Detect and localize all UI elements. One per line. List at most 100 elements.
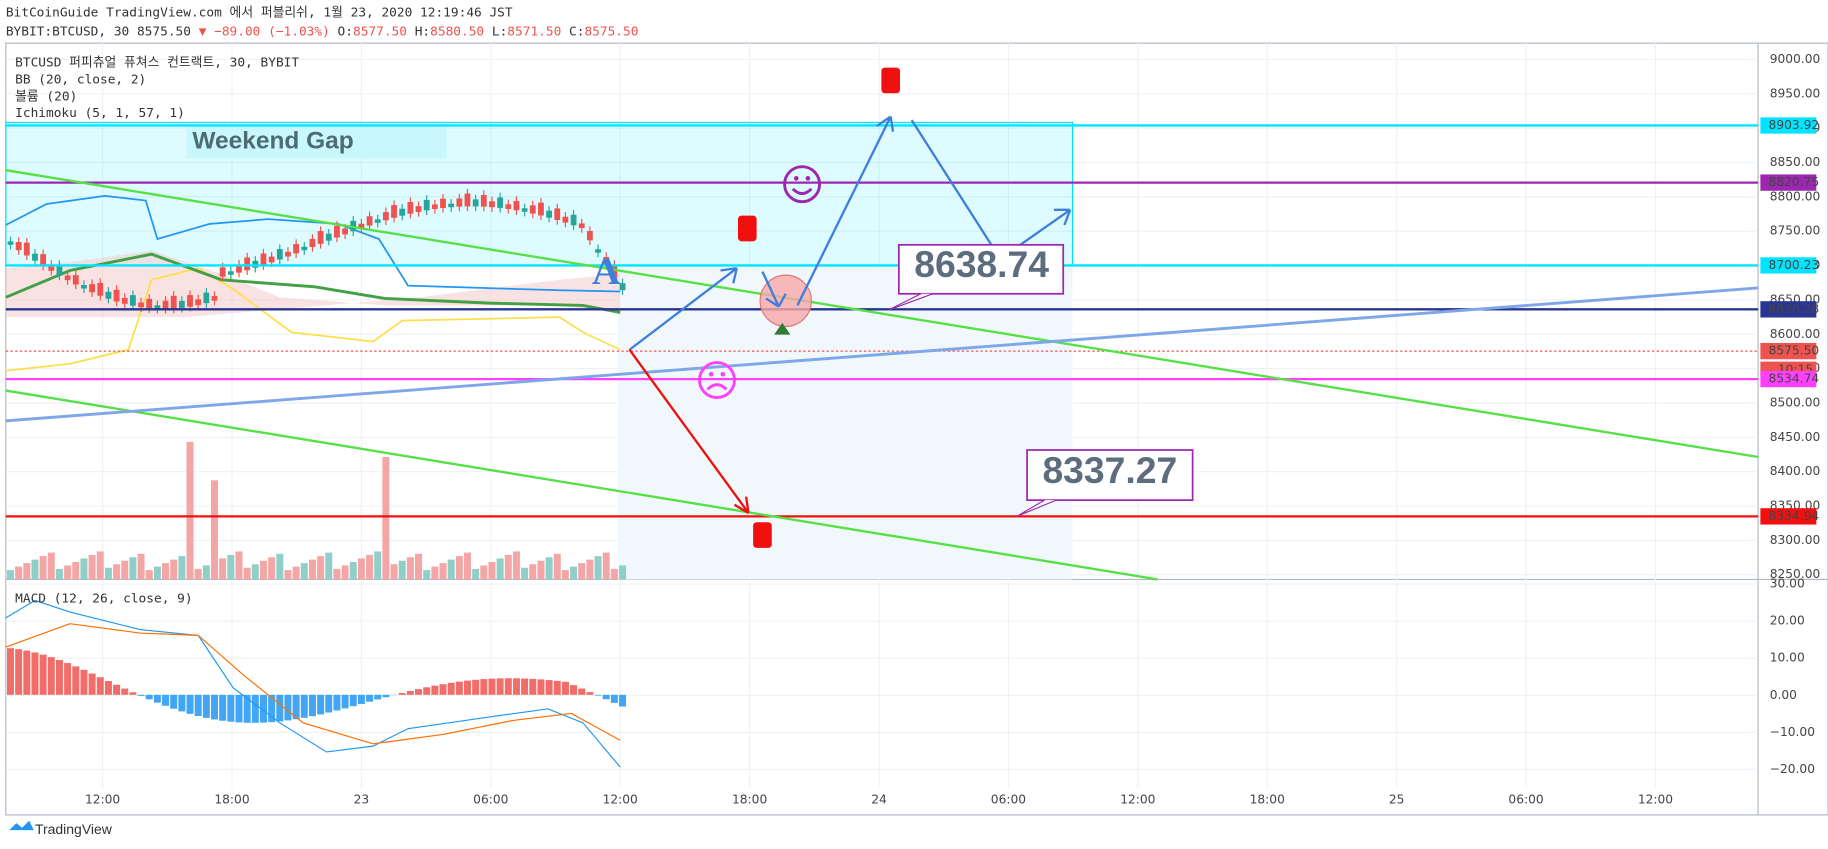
smiley-eye bbox=[793, 176, 799, 181]
ohlc-value: 8571.50 bbox=[507, 24, 561, 39]
volume-bar bbox=[578, 563, 586, 580]
candle bbox=[89, 284, 96, 293]
price-marker bbox=[1760, 117, 1817, 134]
candle bbox=[529, 205, 536, 214]
macd-bar bbox=[23, 650, 31, 695]
volume-bar bbox=[39, 556, 47, 580]
volume-bar bbox=[545, 557, 553, 580]
volume-bar bbox=[504, 554, 512, 580]
volume-bar bbox=[137, 553, 145, 580]
horizontal-lines bbox=[5, 124, 1759, 518]
volume-bar bbox=[15, 566, 23, 580]
macd-bar bbox=[96, 677, 104, 695]
candle bbox=[619, 283, 626, 291]
macd-bar bbox=[349, 694, 357, 707]
hand-icons bbox=[737, 67, 901, 548]
legend-item: Ichimoku (5, 1, 57, 1) bbox=[15, 106, 185, 121]
macd-bar bbox=[423, 687, 431, 695]
macd-tick-label: 0.00 bbox=[1770, 688, 1797, 702]
change: ▼ −89.00 (−1.03%) bbox=[199, 24, 330, 39]
callout-text: 8638.74 bbox=[914, 243, 1049, 285]
up-marker bbox=[774, 322, 791, 335]
macd-line bbox=[5, 599, 621, 768]
candle bbox=[399, 208, 406, 216]
signal-line bbox=[5, 623, 621, 745]
macd-bar bbox=[619, 694, 627, 707]
price-tick-label: 8300.00 bbox=[1770, 533, 1821, 547]
time-tick-label: 25 bbox=[1389, 792, 1405, 806]
volume-bar bbox=[170, 559, 178, 580]
volume-bar bbox=[586, 559, 594, 580]
candle bbox=[178, 300, 185, 308]
volume-bar bbox=[317, 556, 325, 580]
volume-bar bbox=[439, 563, 447, 580]
candle bbox=[7, 241, 14, 245]
macd-bar bbox=[357, 694, 365, 704]
price-tick-label: 8800.00 bbox=[1770, 189, 1821, 203]
logo bbox=[9, 820, 34, 831]
macd-bar bbox=[415, 689, 423, 695]
chart-layout: Weekend Gap A 8638.74 8337.27 BitCoinGui… bbox=[5, 5, 1828, 837]
candle bbox=[391, 205, 397, 218]
macd-bar bbox=[268, 694, 276, 723]
candle bbox=[276, 249, 283, 260]
candle bbox=[554, 208, 561, 221]
macd-bar bbox=[243, 694, 251, 723]
candle bbox=[285, 251, 291, 257]
smiley-mouth bbox=[791, 187, 813, 195]
candle bbox=[448, 203, 455, 208]
price-marker bbox=[1760, 257, 1817, 274]
macd-bar bbox=[308, 694, 316, 717]
candle bbox=[97, 282, 104, 296]
macd-bar bbox=[455, 681, 463, 695]
price-tick-label: 8600.00 bbox=[1770, 327, 1821, 341]
price-marker bbox=[1760, 301, 1817, 318]
macd-bar bbox=[129, 692, 137, 695]
bb-lower bbox=[5, 267, 621, 372]
volume-bar bbox=[6, 570, 14, 580]
header-quote: BYBIT:BTCUSD, 30 8575.50 ▼ −89.00 (−1.03… bbox=[6, 24, 639, 39]
candle bbox=[187, 295, 193, 307]
price-tick-label: 8500.00 bbox=[1770, 395, 1821, 409]
volume-bar bbox=[219, 558, 227, 580]
volume-bar bbox=[619, 565, 627, 580]
macd-tick-label: 10.00 bbox=[1770, 651, 1805, 665]
candle bbox=[358, 223, 365, 229]
ohlc-value: 8577.50 bbox=[353, 24, 407, 39]
macd-bar bbox=[496, 678, 504, 695]
macd-label: MACD (12, 26, close, 9) bbox=[15, 592, 192, 607]
time-tick-label: 24 bbox=[871, 792, 887, 806]
volume-bar bbox=[153, 566, 161, 580]
frown-eye bbox=[708, 371, 714, 377]
macd-bar bbox=[186, 694, 194, 714]
legend-item: BB (20, close, 2) bbox=[15, 72, 146, 87]
macd-bar bbox=[529, 678, 537, 695]
macd-bar bbox=[259, 694, 267, 723]
callout-tail bbox=[888, 293, 933, 311]
trend-line bbox=[5, 389, 1158, 581]
candle bbox=[611, 264, 618, 278]
macd-bar bbox=[504, 678, 512, 695]
ohlc-value: 8575.50 bbox=[584, 24, 638, 39]
candle bbox=[138, 302, 144, 308]
time-tick-label: 23 bbox=[354, 792, 370, 806]
macd-bar bbox=[325, 694, 333, 713]
candle bbox=[423, 199, 430, 211]
candle bbox=[546, 210, 553, 218]
volume-bar bbox=[382, 457, 390, 580]
volume-bar bbox=[72, 561, 80, 580]
volume-bar bbox=[512, 551, 520, 580]
macd-bar bbox=[521, 678, 529, 695]
candle bbox=[211, 296, 218, 301]
price-marker bbox=[1760, 174, 1817, 191]
macd-bar bbox=[55, 660, 63, 695]
macd-bar bbox=[300, 694, 308, 718]
candle bbox=[81, 285, 87, 289]
frown bbox=[698, 361, 736, 400]
volume-bar bbox=[341, 565, 349, 580]
volume-bar bbox=[431, 566, 439, 580]
axes: 9000.008950.008900.008850.008800.008750.… bbox=[85, 52, 1820, 806]
volume-bar bbox=[366, 554, 374, 580]
gap-label: Weekend Gap bbox=[192, 128, 353, 155]
volume-bar bbox=[455, 556, 463, 580]
